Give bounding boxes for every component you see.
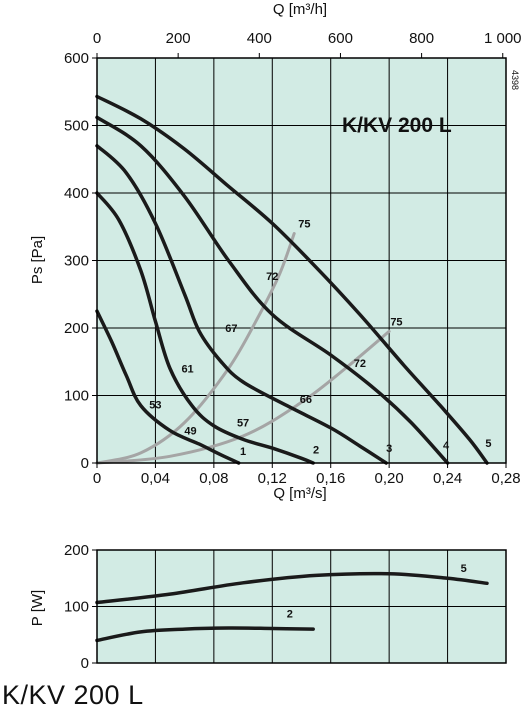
pressure-curve-2: [95, 191, 315, 465]
curve-label: 5: [485, 438, 491, 450]
curve-label: 2: [313, 445, 319, 457]
y-tick-label: 300: [64, 253, 89, 270]
x-tick-label: 0,04: [141, 470, 170, 487]
x-tick-label: 0: [93, 470, 101, 487]
curve-label: 61: [181, 364, 193, 376]
curve-label: 75: [298, 218, 310, 230]
curve-label: 66: [300, 394, 312, 406]
top-tick-label: 0: [93, 30, 101, 47]
power-y-axis-title: P [W]: [29, 590, 46, 626]
chart-code: 4398: [510, 70, 520, 90]
curve-label: 67: [225, 323, 237, 335]
curve-label: 53: [149, 399, 161, 411]
x-tick-label: 0,24: [433, 470, 462, 487]
curve-label: 72: [354, 358, 366, 370]
x-axis-ticks: 0 0,04 0,08 0,12 0,16 0,20 0,24 0,28: [93, 463, 521, 487]
top-tick-label: 600: [328, 30, 353, 47]
chart-caption: K/KV 200 L: [2, 680, 144, 710]
curve-label: 1: [240, 446, 246, 458]
curve-label: 4: [443, 440, 450, 452]
pressure-curve-4: [95, 115, 450, 465]
top-tick-label: 200: [166, 30, 191, 47]
top-tick-label: 800: [409, 30, 434, 47]
power-curve-label: 2: [287, 608, 293, 620]
power-y-tick-label: 200: [64, 542, 89, 559]
top-axis-ticks: 0 200 400 600 800 1 000: [93, 30, 522, 58]
curve-label: 72: [266, 271, 278, 283]
power-y-tick-label: 100: [64, 599, 89, 616]
x-tick-label: 0,20: [375, 470, 404, 487]
y-tick-label: 400: [64, 185, 89, 202]
x-tick-label: 0,28: [491, 470, 520, 487]
curve-labels: 1 2 3 4 5 53 49 57 61 67 66 72 72 75 75: [149, 218, 491, 457]
top-tick-label: 400: [247, 30, 272, 47]
y-tick-label: 600: [64, 50, 89, 67]
y-axis-ticks: 0 100 200 300 400 500 600: [64, 50, 97, 472]
curve-label: 75: [390, 316, 402, 328]
pressure-curves: [95, 94, 489, 465]
y-tick-label: 500: [64, 118, 89, 135]
power-curve-2: [95, 626, 315, 643]
power-y-tick-label: 0: [81, 655, 89, 672]
y-tick-label: 200: [64, 320, 89, 337]
curve-label: 49: [184, 426, 196, 438]
power-curve-label: 5: [461, 563, 467, 575]
y-tick-label: 100: [64, 388, 89, 405]
x-axis-title: Q [m³/s]: [273, 485, 326, 502]
x-tick-label: 0,16: [316, 470, 345, 487]
curve-label: 3: [386, 443, 392, 455]
x-tick-label: 0,08: [199, 470, 228, 487]
pressure-curve-5: [95, 94, 489, 465]
top-tick-label: 1 000: [484, 30, 522, 47]
chart-title: K/KV 200 L: [342, 114, 452, 137]
curve-label: 57: [237, 418, 249, 430]
x-tick-label: 0,12: [258, 470, 287, 487]
y-tick-label: 0: [81, 455, 89, 472]
power-curves: [95, 571, 489, 643]
top-axis-title: Q [m³/h]: [273, 1, 327, 18]
power-curve-5: [95, 571, 489, 605]
pressure-curve-1: [95, 309, 241, 465]
power-y-axis-ticks: 0 100 200: [64, 542, 97, 672]
pressure-curve-3: [95, 144, 388, 465]
y-axis-title: Ps [Pa]: [29, 236, 46, 284]
power-curve-labels: 52: [287, 563, 467, 620]
